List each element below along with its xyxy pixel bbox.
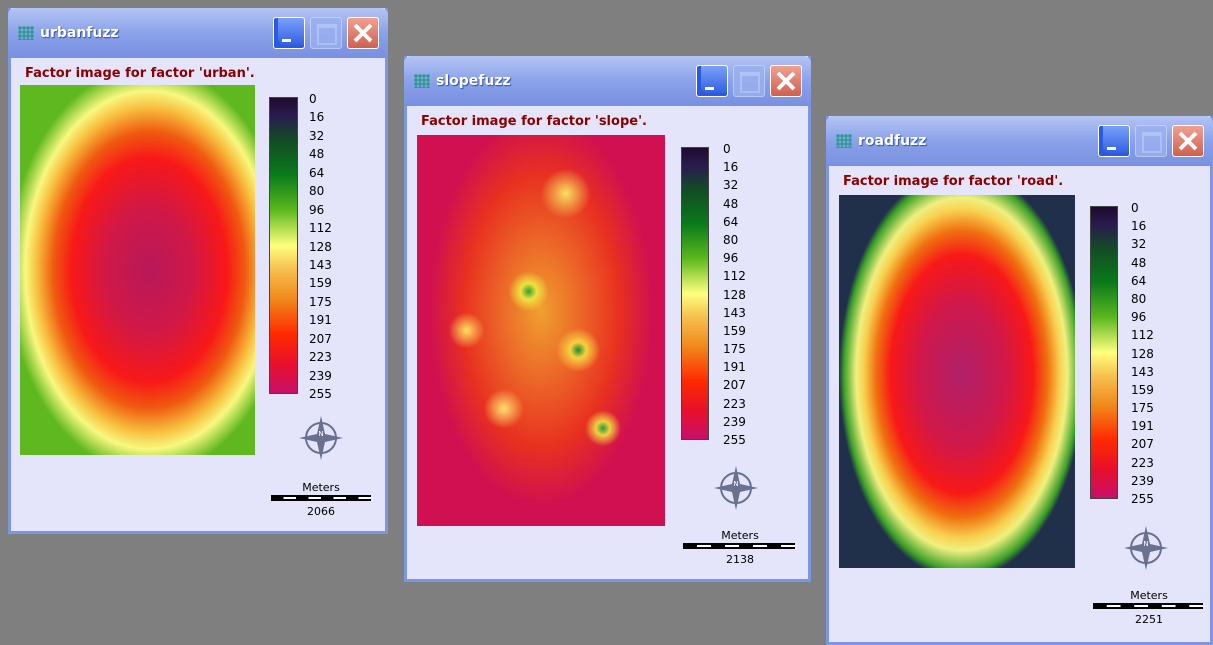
legend-label: 64 <box>723 216 738 228</box>
window-title: roadfuzz <box>858 133 926 149</box>
maximize-button[interactable] <box>310 17 342 49</box>
north-arrow: N <box>713 465 759 511</box>
legend-label: 223 <box>723 398 746 410</box>
scale-value: 2251 <box>1135 613 1163 626</box>
minimize-button[interactable] <box>696 65 728 97</box>
legend-label: 48 <box>309 148 324 160</box>
legend-label: 191 <box>723 361 746 373</box>
caption: Factor image for factor 'slope'. <box>421 114 647 129</box>
legend-bar <box>681 147 709 440</box>
legend-label: 143 <box>309 259 332 271</box>
legend-label: 128 <box>309 241 332 253</box>
scale-bar <box>1093 603 1203 609</box>
scale-unit: Meters <box>302 481 340 494</box>
legend-label: 48 <box>723 198 738 210</box>
legend-label: 239 <box>309 370 332 382</box>
window-title: urbanfuzz <box>40 25 119 41</box>
legend-label: 16 <box>723 161 738 173</box>
scale-bar <box>271 495 371 501</box>
window-icon <box>836 134 852 148</box>
legend-label: 207 <box>309 333 332 345</box>
legend-label: 48 <box>1131 257 1146 269</box>
maximize-button[interactable] <box>1135 125 1167 157</box>
legend-label: 255 <box>309 388 332 400</box>
legend-label: 128 <box>723 289 746 301</box>
legend-label: 96 <box>309 204 324 216</box>
legend-label: 0 <box>309 93 317 105</box>
legend-label: 223 <box>1131 457 1154 469</box>
legend-label: 16 <box>1131 220 1146 232</box>
north-arrow: N <box>1123 525 1169 571</box>
legend-label: 191 <box>1131 420 1154 432</box>
legend-label: 207 <box>723 379 746 391</box>
legend-label: 128 <box>1131 348 1154 360</box>
factor-image <box>839 195 1075 568</box>
close-button[interactable] <box>347 17 379 49</box>
factor-image <box>20 85 255 455</box>
title-bar: roadfuzz <box>826 116 1213 166</box>
window: roadfuzz Factor image for factor 'road'. 0… <box>826 116 1213 645</box>
legend-label: 0 <box>1131 202 1139 214</box>
legend-label: 255 <box>723 434 746 446</box>
scale-unit: Meters <box>1130 589 1168 602</box>
legend-label: 159 <box>309 277 332 289</box>
legend-label: 0 <box>723 143 731 155</box>
legend-label: 112 <box>1131 329 1154 341</box>
maximize-button[interactable] <box>733 65 765 97</box>
factor-image <box>417 135 665 526</box>
scale-unit: Meters <box>721 529 759 542</box>
north-arrow: N <box>298 415 344 461</box>
legend-label: 112 <box>723 270 746 282</box>
legend-label: 255 <box>1131 493 1154 505</box>
legend-label: 80 <box>1131 293 1146 305</box>
legend-label: 191 <box>309 314 332 326</box>
legend-label: 239 <box>723 416 746 428</box>
legend-label: 143 <box>723 307 746 319</box>
desktop: (() => { const data = JSON.parse(documen… <box>0 0 1213 645</box>
svg-text:N: N <box>318 430 323 438</box>
legend-label: 175 <box>309 296 332 308</box>
legend-label: 239 <box>1131 475 1154 487</box>
legend-label: 80 <box>723 234 738 246</box>
window: slopefuzz Factor image for factor 'slope'… <box>404 56 811 582</box>
legend-label: 175 <box>723 343 746 355</box>
legend-label: 32 <box>723 179 738 191</box>
legend-label: 159 <box>1131 384 1154 396</box>
title-bar: slopefuzz <box>404 56 811 106</box>
legend-label: 143 <box>1131 366 1154 378</box>
svg-text:N: N <box>733 480 738 488</box>
window: urbanfuzz Factor image for factor 'urban'… <box>8 8 388 534</box>
legend-label: 16 <box>309 111 324 123</box>
svg-text:N: N <box>1143 540 1148 548</box>
scale-bar <box>683 543 795 549</box>
legend-label: 207 <box>1131 438 1154 450</box>
minimize-button[interactable] <box>1098 125 1130 157</box>
caption: Factor image for factor 'urban'. <box>25 66 255 81</box>
window-icon <box>18 26 34 40</box>
legend-label: 64 <box>309 167 324 179</box>
legend-label: 223 <box>309 351 332 363</box>
scale-value: 2138 <box>726 553 754 566</box>
legend-label: 175 <box>1131 402 1154 414</box>
minimize-button[interactable] <box>273 17 305 49</box>
legend-label: 32 <box>1131 238 1146 250</box>
legend-label: 159 <box>723 325 746 337</box>
legend-bar <box>269 97 298 394</box>
title-bar: urbanfuzz <box>8 8 388 58</box>
caption: Factor image for factor 'road'. <box>843 174 1063 189</box>
legend-label: 96 <box>723 252 738 264</box>
legend-label: 112 <box>309 222 332 234</box>
legend-bar <box>1090 206 1118 499</box>
close-button[interactable] <box>1172 125 1204 157</box>
legend-label: 80 <box>309 185 324 197</box>
close-button[interactable] <box>770 65 802 97</box>
scale-value: 2066 <box>307 505 335 518</box>
legend-label: 32 <box>309 130 324 142</box>
window-icon <box>414 74 430 88</box>
legend-label: 64 <box>1131 275 1146 287</box>
window-title: slopefuzz <box>436 73 511 89</box>
legend-label: 96 <box>1131 311 1146 323</box>
